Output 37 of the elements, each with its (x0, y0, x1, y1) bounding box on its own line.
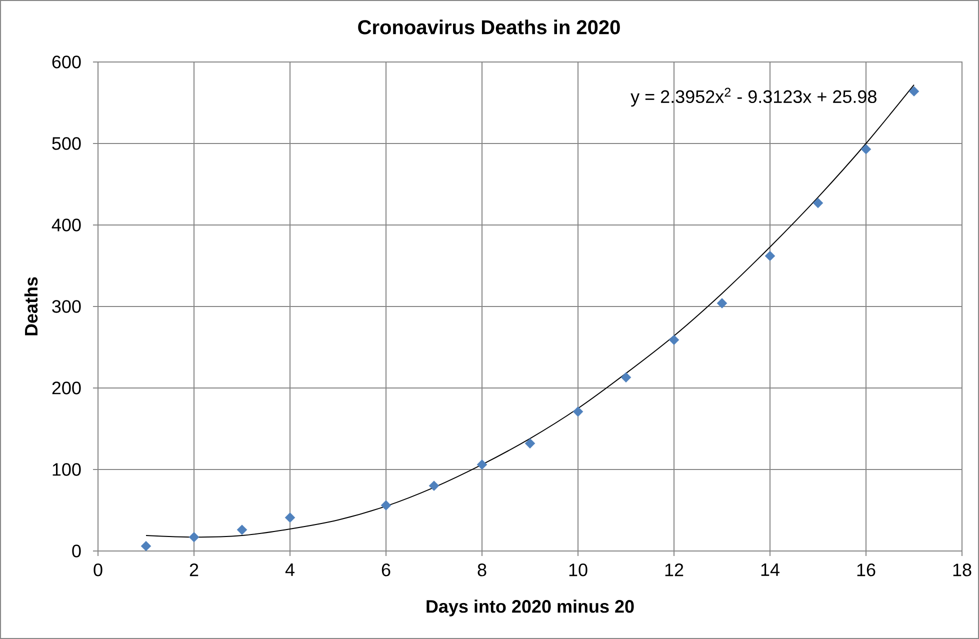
point (908, 86, 920, 96)
point (860, 144, 872, 154)
x-tick-label: 12 (665, 564, 684, 576)
point (764, 250, 776, 262)
point (428, 480, 440, 491)
y-tick-label: 0 (72, 544, 81, 558)
x-tick-label: 0 (94, 564, 102, 576)
x-tick-label: 8 (478, 564, 486, 576)
annotation: y = 2.3952x$^{2}$ - 9.3123x + 25.98 (630, 88, 876, 107)
y-tick-label: 200 (52, 382, 81, 394)
x-tick-label: 10 (569, 564, 588, 576)
y-tick-label: 500 (52, 137, 81, 150)
x-tick-label: 14 (761, 564, 780, 576)
x-tick-label: 6 (382, 564, 390, 576)
point (812, 198, 824, 208)
point (380, 500, 392, 510)
point (284, 512, 296, 523)
x-tick-label: 4 (285, 564, 294, 576)
point (188, 532, 200, 542)
chart-title: Cronoavirus Deaths in 2020 (358, 20, 620, 34)
x-tick-label: 2 (190, 564, 198, 576)
x-tick-label: 18 (953, 564, 972, 576)
y-tick-label: 300 (52, 300, 81, 313)
y-tick-label: 100 (52, 463, 81, 476)
point (524, 438, 536, 449)
point (476, 459, 488, 470)
x-axis-title: Days into 2020 minus 20 (426, 600, 634, 616)
x-tick-label: 16 (857, 564, 876, 576)
point (668, 334, 680, 346)
point (236, 524, 248, 535)
point (716, 298, 728, 308)
point (620, 372, 632, 383)
point (140, 540, 152, 552)
y-axis-title: Deaths (24, 277, 38, 336)
point (572, 406, 584, 417)
y-tick-label: 600 (52, 56, 81, 68)
y-tick-label: 400 (52, 218, 81, 232)
